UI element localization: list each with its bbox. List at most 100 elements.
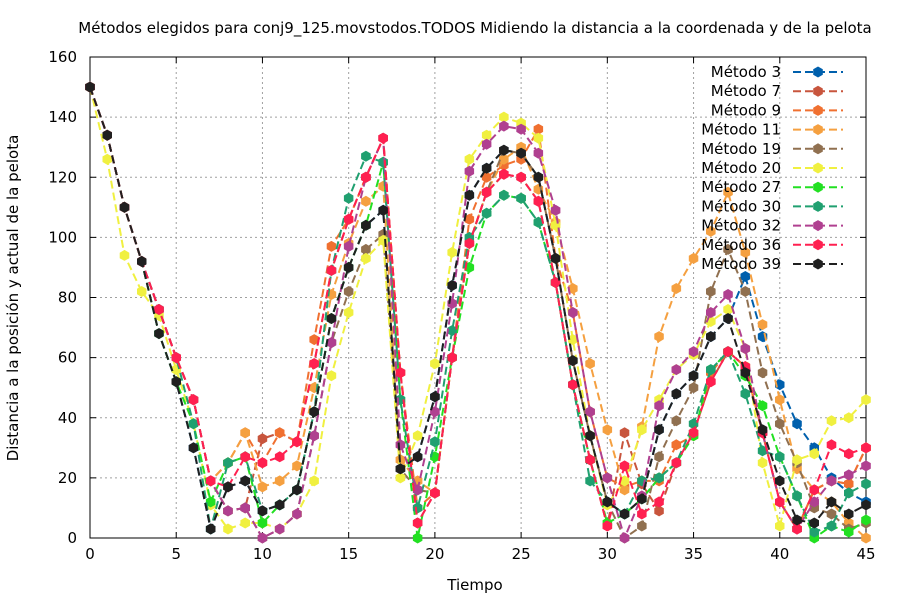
legend-entry: Método 7 (711, 82, 843, 100)
data-point (102, 153, 112, 165)
data-point (654, 505, 664, 517)
data-point (826, 508, 837, 520)
data-point (516, 171, 526, 183)
data-point (102, 129, 112, 141)
x-tick-label: 45 (856, 545, 875, 563)
data-point (223, 457, 233, 469)
data-point (654, 451, 664, 463)
data-point (309, 430, 319, 442)
data-point (274, 499, 285, 511)
data-point (844, 526, 854, 538)
data-point (430, 391, 440, 403)
data-point (378, 204, 388, 216)
data-point (309, 358, 319, 370)
legend-label: Método 20 (701, 159, 781, 177)
data-point (844, 487, 854, 499)
x-tick-label: 15 (339, 545, 358, 563)
data-point (119, 249, 130, 261)
data-point (240, 427, 250, 439)
data-point (826, 496, 837, 508)
y-tick-label: 80 (58, 289, 77, 307)
data-point (257, 457, 268, 469)
data-point (844, 508, 854, 520)
legend-label: Método 27 (701, 178, 781, 196)
data-point (809, 484, 819, 496)
data-point (757, 445, 768, 457)
legend-marker (813, 66, 823, 78)
data-point (412, 451, 423, 463)
data-point (637, 508, 647, 520)
data-point (585, 430, 595, 442)
data-point (188, 394, 199, 406)
data-point (481, 162, 492, 174)
x-tick-label: 10 (253, 545, 272, 563)
data-point (240, 517, 250, 529)
data-point (740, 367, 751, 379)
y-tick-label: 60 (58, 349, 77, 367)
data-point (499, 168, 509, 180)
data-point (499, 120, 509, 132)
data-point (464, 165, 475, 177)
data-point (844, 448, 854, 460)
y-tick-label: 100 (48, 228, 77, 246)
data-point (395, 463, 406, 475)
data-point (412, 484, 423, 496)
legend-label: Método 36 (701, 236, 781, 254)
data-point (464, 189, 475, 201)
data-point (688, 370, 699, 382)
data-point (464, 153, 475, 165)
data-point (861, 514, 871, 526)
legend-entry: Método 9 (711, 101, 843, 119)
data-point (292, 484, 302, 496)
data-point (671, 364, 682, 376)
data-point (757, 424, 768, 436)
data-point (223, 481, 233, 493)
data-point (585, 358, 595, 370)
data-point (706, 376, 716, 388)
data-point (706, 286, 716, 297)
data-point (619, 460, 630, 472)
data-point (395, 472, 406, 484)
data-point (481, 186, 492, 198)
data-point (844, 478, 854, 490)
data-point (688, 346, 699, 358)
tick-labels: 0 5 10 15 20 25 30 35 40 45 0 20 40 60 80 100 120 140 160 (48, 48, 875, 563)
data-point (378, 132, 388, 144)
data-point (257, 517, 268, 529)
data-point (481, 138, 492, 150)
data-point (430, 436, 440, 448)
data-point (585, 406, 595, 418)
legend-marker (813, 85, 823, 97)
data-point (447, 352, 457, 364)
data-point (447, 325, 457, 337)
x-tick-label: 30 (598, 545, 617, 563)
data-point (85, 81, 95, 93)
legend-entry: Método 20 (701, 159, 843, 177)
series-line (89, 86, 867, 532)
legend-label: Método 19 (701, 140, 781, 158)
x-axis-label: Tiempo (446, 576, 502, 594)
data-point (585, 454, 595, 466)
data-point (637, 424, 647, 436)
data-point (257, 433, 268, 445)
series-método-39 (85, 81, 871, 535)
data-point (654, 496, 664, 508)
data-point (378, 156, 388, 168)
data-point (550, 277, 561, 288)
data-point (826, 415, 837, 427)
x-tick-label: 5 (171, 545, 181, 563)
data-point (205, 475, 216, 487)
data-point (654, 472, 664, 484)
data-point (464, 213, 475, 225)
legend-marker (813, 200, 823, 212)
data-point (809, 517, 819, 529)
data-point (861, 499, 871, 511)
data-point (740, 246, 751, 258)
data-point (395, 367, 406, 379)
data-point (619, 532, 630, 544)
data-point (223, 523, 233, 535)
data-point (326, 240, 337, 252)
data-point (533, 216, 544, 228)
data-point (826, 475, 837, 487)
data-point (343, 213, 354, 225)
